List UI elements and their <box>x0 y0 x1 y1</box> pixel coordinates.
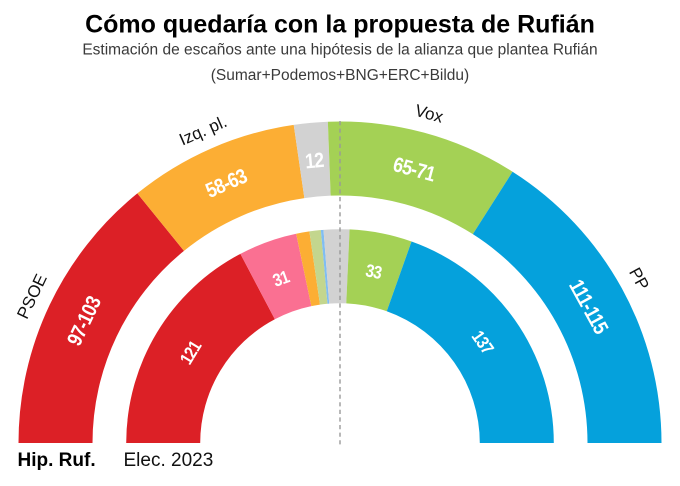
svg-text:Elec. 2023: Elec. 2023 <box>124 450 214 471</box>
svg-text:PSOE: PSOE <box>13 271 50 322</box>
svg-text:12: 12 <box>304 148 325 173</box>
svg-text:Estimación de escaños ante una: Estimación de escaños ante una hipótesis… <box>82 42 597 59</box>
svg-text:31: 31 <box>270 266 292 291</box>
svg-text:Cómo quedaría con la propuesta: Cómo quedaría con la propuesta de Rufián <box>85 11 595 39</box>
svg-text:PP: PP <box>625 264 653 293</box>
svg-text:(Sumar+Podemos+BNG+ERC+Bildu): (Sumar+Podemos+BNG+ERC+Bildu) <box>211 67 469 84</box>
svg-text:33: 33 <box>364 260 384 283</box>
svg-text:Vox: Vox <box>413 101 446 127</box>
svg-text:Izq. pl.: Izq. pl. <box>176 112 230 150</box>
svg-text:Hip. Ruf.: Hip. Ruf. <box>18 450 96 471</box>
